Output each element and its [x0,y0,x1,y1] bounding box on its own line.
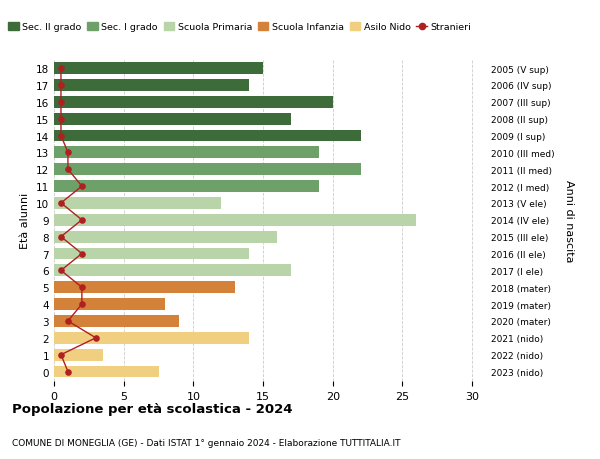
Y-axis label: Anni di nascita: Anni di nascita [564,179,574,262]
Point [77,301,86,308]
Bar [54,332,249,344]
Point [56,200,66,207]
Point [56,234,66,241]
Point [56,133,66,140]
Bar [54,315,179,327]
Bar [54,80,249,92]
Point [56,65,66,73]
Bar [54,63,263,75]
Bar [54,198,221,209]
Text: Popolazione per età scolastica - 2024: Popolazione per età scolastica - 2024 [12,403,293,415]
Point [56,351,66,358]
Bar [54,164,361,176]
Point [63,166,73,174]
Point [56,82,66,90]
Legend: Sec. II grado, Sec. I grado, Scuola Primaria, Scuola Infanzia, Asilo Nido, Stran: Sec. II grado, Sec. I grado, Scuola Prim… [4,19,475,36]
Bar [54,265,291,277]
Bar [54,248,249,260]
Bar [54,298,166,310]
Bar [54,147,319,159]
Bar [54,366,158,378]
Bar [54,349,103,361]
Bar [54,282,235,293]
Point [77,217,86,224]
Point [56,99,66,106]
Point [56,116,66,123]
Point [56,267,66,274]
Bar [54,181,319,193]
Bar [54,231,277,243]
Point [77,250,86,257]
Point [63,368,73,375]
Point [63,149,73,157]
Point [77,284,86,291]
Y-axis label: Età alunni: Età alunni [20,192,31,248]
Point [63,318,73,325]
Bar [54,214,416,226]
Text: COMUNE DI MONEGLIA (GE) - Dati ISTAT 1° gennaio 2024 - Elaborazione TUTTITALIA.I: COMUNE DI MONEGLIA (GE) - Dati ISTAT 1° … [12,438,401,448]
Bar [54,113,291,125]
Bar [54,97,333,108]
Point [77,183,86,190]
Point [91,335,101,342]
Bar [54,130,361,142]
